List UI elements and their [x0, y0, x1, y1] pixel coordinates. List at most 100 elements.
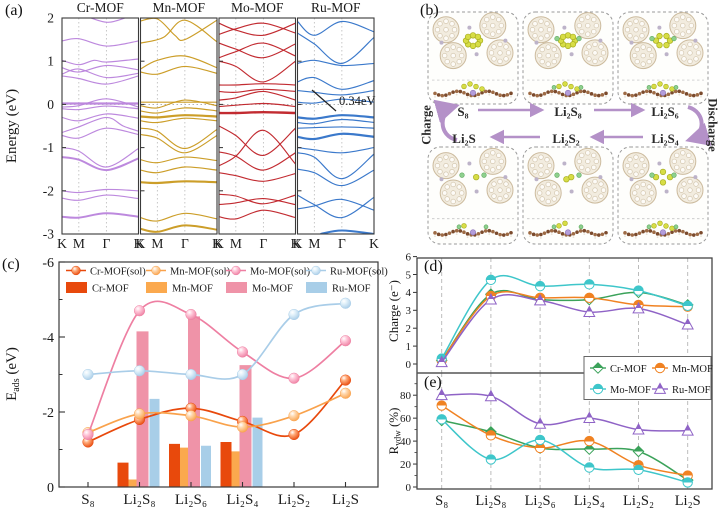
metal-site-atom — [469, 229, 476, 236]
atom — [633, 171, 639, 177]
substrate-atom — [589, 92, 594, 96]
atom — [687, 187, 693, 193]
atom — [686, 16, 692, 23]
atom — [680, 150, 686, 156]
molecule-box-Li₂S₈ — [522, 11, 614, 105]
sulfur-atom-side — [657, 81, 663, 87]
d-series-Mo-MOF — [436, 274, 693, 364]
atom — [633, 18, 639, 24]
bandgap-annotation-line — [311, 89, 337, 112]
cycle-label-li2s4: Li₂S₄ — [651, 131, 679, 146]
band-curve — [297, 59, 374, 67]
substrate-atom — [695, 232, 700, 237]
kpoint-label: K — [293, 236, 303, 251]
substrate-h-atom — [455, 93, 458, 96]
band-curve — [62, 127, 139, 139]
substrate-atom — [494, 231, 499, 236]
substrate-h-atom — [434, 95, 436, 98]
atom — [503, 44, 509, 50]
sulfur-atom — [663, 32, 670, 40]
substrate-atom — [553, 89, 558, 94]
marker-diamond — [632, 445, 645, 458]
c-legend-item-Mn-MOF(sol): Mn-MOF(sol) — [146, 265, 231, 278]
metal-node-atom — [629, 40, 634, 45]
atom — [681, 181, 687, 187]
substrate-atom — [630, 93, 635, 98]
substrate-atom — [546, 229, 550, 234]
sulfur-atom — [659, 168, 667, 176]
substrate-h-atom — [634, 97, 637, 100]
c-marker-sphere — [236, 421, 249, 433]
metal-node-atom — [657, 25, 662, 30]
c-bar — [128, 479, 137, 487]
molecule-box-Li₂S₂ — [522, 146, 614, 245]
lithium-atom — [576, 35, 582, 42]
atom — [437, 21, 443, 27]
atom — [444, 58, 450, 65]
band-curve — [297, 152, 374, 180]
panel-a-letter: (a) — [5, 2, 23, 19]
lithium-atom — [671, 35, 677, 42]
bandgap-annotation-text: 0.34eV — [339, 94, 375, 108]
atom — [674, 152, 680, 158]
marker-circle — [584, 462, 595, 473]
band-curve — [297, 118, 374, 125]
substrate-atom — [542, 91, 547, 96]
atom — [545, 44, 551, 50]
band-curve — [140, 19, 217, 44]
c-marker-sphere — [288, 308, 300, 321]
substrate-atom — [666, 231, 671, 236]
band-curve — [62, 212, 139, 219]
substrate-h-atom — [499, 97, 502, 100]
atom — [640, 190, 646, 196]
bands-cr-mof — [62, 18, 139, 219]
marker-diamond — [583, 443, 596, 456]
substrate-atom — [593, 93, 597, 97]
band-curve — [297, 76, 374, 90]
band-curve — [219, 42, 296, 59]
c-legend-marker — [311, 265, 321, 276]
de-category-label: Li₂S₈ — [475, 493, 506, 509]
kpoint-label: K — [212, 236, 222, 251]
de-category-label: Li₂S — [675, 493, 701, 509]
atom — [639, 169, 645, 175]
c-ytick-label: -6 — [42, 256, 54, 271]
substrate-atom — [480, 90, 484, 95]
panel-a-ytick-label: -3 — [43, 227, 54, 242]
substrate-atom — [539, 93, 543, 97]
marker-triangle — [632, 301, 645, 314]
c-bar — [169, 443, 180, 487]
atom — [496, 28, 502, 35]
c-line-path — [87, 302, 346, 380]
substrate-atom — [444, 93, 448, 97]
band-curve — [219, 83, 296, 86]
molecule-box-Li₂S₆ — [617, 11, 709, 105]
atom — [686, 164, 692, 171]
substrate-atom — [644, 228, 649, 233]
c-bar — [220, 442, 232, 487]
atom — [695, 187, 702, 193]
band-curve — [219, 125, 296, 156]
atom — [537, 190, 543, 196]
substrate-atom — [483, 89, 488, 94]
e-ytick-label: 40 — [400, 436, 412, 448]
marker-circle — [485, 430, 497, 441]
substrate-atom — [604, 91, 608, 96]
metal-node-atom — [598, 175, 603, 180]
de-category-label: Li₂S₆ — [525, 493, 556, 509]
c-marker-sphere — [288, 410, 300, 422]
band-curve — [297, 114, 374, 120]
substrate-h-atom — [605, 235, 607, 238]
atom — [586, 181, 592, 187]
atom — [544, 21, 550, 27]
atom — [583, 187, 590, 193]
atom — [456, 196, 462, 202]
panel-a-ytick-label: -1 — [43, 140, 54, 155]
metal-node-atom — [503, 38, 508, 43]
atom — [579, 16, 585, 23]
atom — [545, 61, 551, 67]
metal-node-atom — [664, 52, 669, 57]
atom — [496, 164, 502, 171]
lithium-atom-side — [673, 85, 679, 90]
